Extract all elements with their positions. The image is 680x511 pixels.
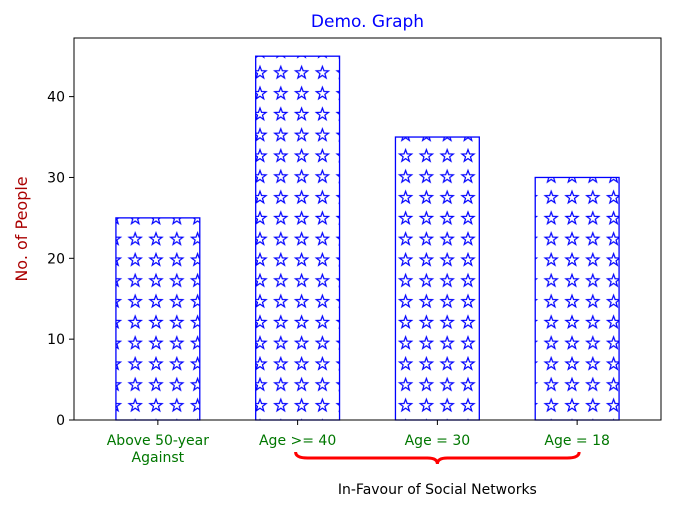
bar-3 [534,176,620,421]
x-tick-label: Age = 30 [405,433,471,449]
bar-2 [394,136,480,421]
bars-layer [115,55,620,421]
y-axis-label: No. of People [12,176,31,281]
x-tick-label: Against [132,450,185,466]
x-tick-label: Above 50-year [107,433,209,449]
y-tick-label: 30 [47,170,65,186]
y-axis-ticks: 0 10 20 30 40 [47,90,74,429]
y-tick-label: 0 [56,413,65,429]
x-tick-label: Age = 18 [544,433,610,449]
brace-annotation-text: In-Favour of Social Networks [338,482,537,498]
y-tick-label: 20 [47,251,65,267]
x-tick-label: Age >= 40 [259,433,336,449]
bar-1 [255,55,341,421]
bar-0 [115,217,201,421]
chart-title: Demo. Graph [311,12,424,32]
y-tick-label: 40 [47,90,65,106]
plot-frame [73,37,662,421]
y-tick-label: 10 [47,332,65,348]
curly-brace [294,451,581,465]
